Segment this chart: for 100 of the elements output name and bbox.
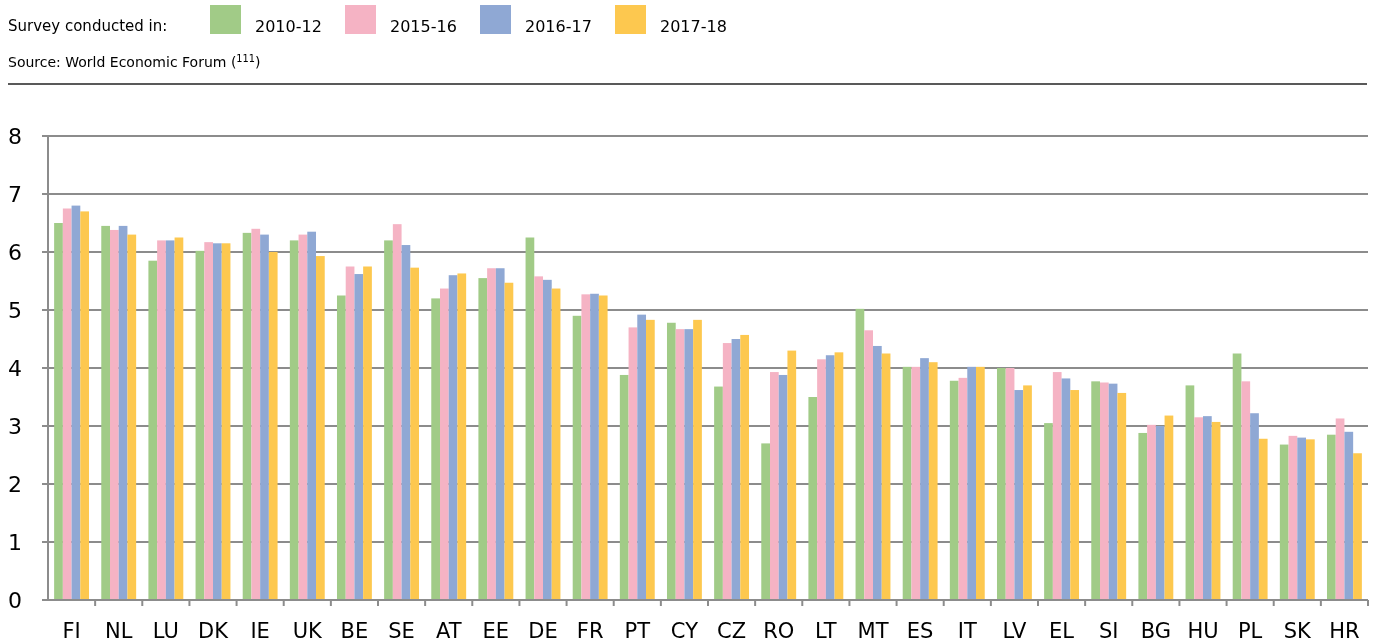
bar [646,319,655,600]
bar [787,350,797,600]
bar [195,250,205,600]
bar [693,319,702,600]
bar [439,288,449,600]
bar [1326,434,1336,600]
y-tick-label: 4 [8,355,22,381]
bar [1117,392,1127,600]
bar [834,352,844,600]
bar [1091,381,1100,600]
bar [825,355,835,600]
x-tick-label: LU [152,619,179,643]
bar [1288,435,1298,600]
bar [778,374,788,600]
bar [1297,437,1307,600]
bar [148,260,158,600]
bar [628,327,638,600]
y-tick-label: 5 [8,297,22,323]
x-tick-label: PT [624,619,651,643]
x-tick-label: PL [1237,619,1263,643]
x-tick-label: CY [670,619,699,643]
y-tick-label: 2 [8,471,22,497]
bar [345,266,355,600]
bar [1108,383,1118,600]
bar [1250,413,1259,600]
bar [525,237,535,600]
bar [714,386,723,600]
bar [307,231,317,600]
x-tick-label: BE [340,619,369,643]
bar [410,267,420,600]
bar [457,273,467,600]
x-tick-label: UK [292,619,324,643]
legend-label: 2015-16 [390,17,457,36]
bar [1344,431,1354,600]
bar [637,314,647,600]
x-tick-label: IT [957,619,977,643]
bar [204,242,213,600]
x-tick-label: HR [1329,619,1360,643]
bar [1335,418,1345,600]
bar [298,234,308,600]
x-tick-label: SK [1283,619,1313,643]
bar [1147,424,1156,600]
bar [976,366,985,600]
bar [1164,415,1174,600]
x-tick-label: DE [528,619,558,643]
bar [1232,353,1242,600]
y-tick-label: 3 [8,413,22,439]
x-tick-label: DK [198,619,230,643]
bar [62,208,72,600]
x-tick-label: BG [1140,619,1172,643]
bar [504,282,514,600]
bar [71,205,81,600]
bar [1194,417,1203,600]
bar [165,240,175,600]
bar [495,268,505,600]
y-tick-label: 6 [8,239,22,265]
bar [1211,421,1221,600]
x-tick-label: SE [388,619,415,643]
bar [478,278,488,600]
bar [1138,432,1148,600]
bar [581,294,591,600]
x-tick-label: LV [1002,619,1027,643]
y-tick-label: 7 [8,181,22,207]
bar [675,329,685,600]
x-tick-label: FI [62,619,81,643]
bar [817,359,826,600]
bar [1203,416,1212,600]
bar [1155,426,1165,600]
bar [118,225,128,600]
bar [242,232,252,600]
bar [958,377,968,600]
x-tick-label: NL [105,619,133,643]
bar [967,366,977,600]
bar [761,443,770,600]
bar [731,339,741,600]
bar [684,329,694,600]
bar [80,211,90,600]
y-tick-label: 1 [8,529,22,555]
y-tick-label: 0 [8,587,22,613]
bar [431,298,440,600]
bar [551,288,561,600]
x-tick-label: ES [906,619,934,643]
bar [1005,368,1015,600]
legend-label: 2010-12 [255,17,322,36]
bar [1070,390,1080,600]
bar [268,252,278,600]
y-tick-label: 8 [8,123,22,149]
bar [598,295,608,600]
bar [221,243,231,600]
x-tick-label: RO [763,619,795,643]
bar [1258,438,1268,600]
bar [101,225,110,600]
x-tick-label: EL [1049,619,1075,643]
bar [996,368,1006,600]
bar [911,366,921,600]
source-note: Source: World Economic Forum ($^{111}$) [8,52,261,70]
bar [902,366,912,600]
bar [289,240,299,600]
bar [316,256,325,600]
x-tick-label: MT [857,619,889,643]
